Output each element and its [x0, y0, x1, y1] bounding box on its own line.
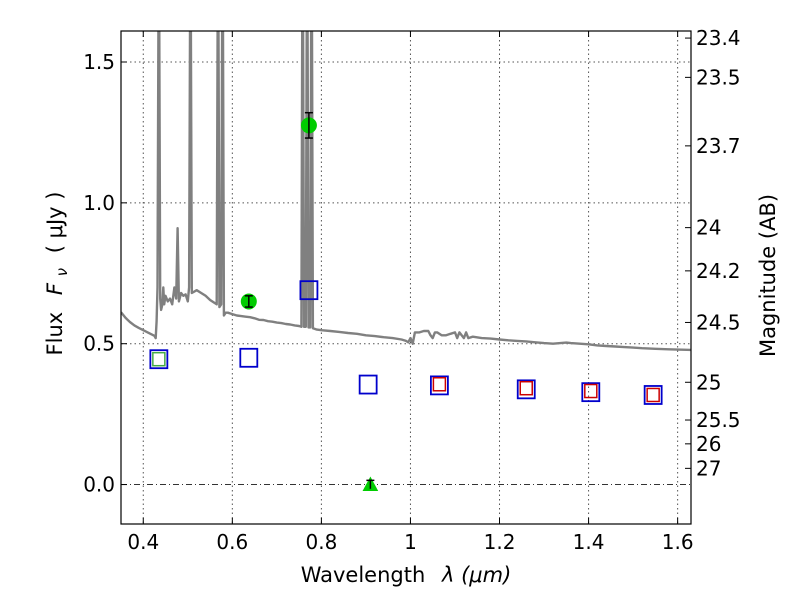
inner-square-red-marker	[519, 380, 533, 396]
y-axis-label-unit: ( μJy )	[43, 192, 67, 254]
y2-tick-label: 23.4	[696, 26, 741, 50]
model-flux-square	[516, 379, 536, 400]
x-tick-label: 1.2	[484, 530, 516, 554]
x-axis-label-math: λ (μm)	[441, 563, 511, 587]
y2-tick-label: 26	[696, 432, 721, 456]
y-axis-label-text: Flux	[43, 312, 67, 356]
x-tick-label: 0.4	[127, 530, 159, 554]
grid-layer	[121, 31, 691, 524]
x-tick-label: 1	[404, 530, 417, 554]
y2-tick-label: 25.5	[696, 408, 741, 432]
model-flux-square	[581, 382, 601, 403]
y-tick-label: 0.0	[83, 473, 115, 497]
y2-tick-label: 24.5	[696, 310, 741, 334]
y2-tick-label: 25	[696, 370, 721, 394]
label-layer: Wavelength λ (μm) Flux F ν ( μJy ) Magni…	[43, 192, 780, 587]
y-tick-label: 0.5	[83, 332, 115, 356]
inner-square-red-marker	[432, 377, 447, 392]
inner-square-red-marker	[646, 387, 660, 403]
y2-tick-label: 24	[696, 216, 721, 240]
x-tick-label: 1.4	[573, 530, 605, 554]
model-flux-square	[299, 280, 319, 301]
inner-square-red-marker	[584, 383, 598, 399]
y-tick-label: 1.0	[83, 191, 115, 215]
y-tick-label: 1.5	[83, 50, 115, 74]
model-flux-square	[643, 385, 663, 405]
x-axis-label-text: Wavelength	[301, 563, 426, 587]
tick-layer: 0.4 0.6 0.8 1 1.2 1.4 1.6 0.0 0.5 1.0 1.5 23.4 23.5 2…	[83, 26, 740, 554]
x-tick-label: 0.6	[216, 530, 248, 554]
y2-tick-label: 27	[696, 456, 721, 480]
x-axis-label: Wavelength λ (μm)	[301, 563, 512, 587]
y2-tick-label: 23.7	[696, 134, 741, 158]
model-flux-square	[429, 375, 449, 396]
x-tick-label: 1.6	[662, 530, 694, 554]
y2-axis-label: Magnitude (AB)	[756, 194, 780, 357]
sed-model-line	[121, 31, 691, 352]
model-flux-square	[149, 349, 169, 370]
y-axis-label: Flux F ν ( μJy )	[43, 192, 72, 356]
y2-tick-label: 24.2	[696, 259, 741, 283]
inner-square-green-marker	[152, 351, 166, 367]
y-axis-label-symbol: F	[43, 282, 67, 295]
y2-tick-label: 23.5	[696, 65, 741, 89]
plot-frame	[120, 30, 692, 525]
model-flux-square	[358, 374, 378, 395]
model-flux-square	[239, 347, 259, 368]
y-axis-label-subscript: ν	[53, 268, 71, 276]
x-tick-label: 0.8	[305, 530, 337, 554]
data-layer	[121, 31, 691, 492]
